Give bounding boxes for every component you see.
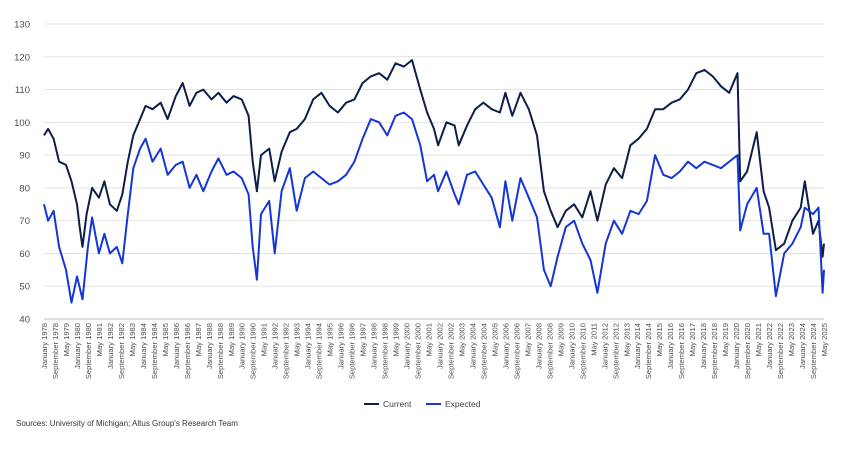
x-tick-label: September 1988 — [216, 323, 225, 379]
x-tick-label: September 1992 — [282, 323, 291, 379]
x-axis: January 1978 September 1978 May 1979 Januar… — [40, 323, 829, 379]
x-tick-label: January 2014 — [633, 323, 642, 369]
x-tick-label: January 1992 — [271, 323, 280, 369]
x-tick-label: September 2004 — [479, 323, 488, 379]
x-tick-label: May 1999 — [392, 323, 401, 356]
x-tick-label: September 1980 — [84, 323, 93, 379]
x-tick-label: May 2017 — [688, 323, 697, 356]
y-tick-label: 100 — [14, 118, 30, 129]
series-line-current — [43, 59, 825, 258]
x-tick-label: January 2008 — [534, 323, 543, 369]
x-tick-label: January 2022 — [765, 323, 774, 369]
x-tick-label: September 1996 — [348, 323, 357, 379]
x-tick-label: January 1998 — [370, 323, 379, 369]
x-tick-label: January 1982 — [106, 323, 115, 369]
x-tick-label: May 1983 — [128, 323, 137, 356]
x-tick-label: May 1987 — [194, 323, 203, 356]
legend: Current Expected — [364, 399, 481, 409]
legend-label-expected: Expected — [445, 399, 481, 409]
x-tick-label: January 1986 — [172, 323, 181, 369]
x-tick-label: September 2010 — [578, 323, 587, 379]
y-tick-label: 50 — [19, 282, 30, 293]
x-tick-label: May 1991 — [260, 323, 269, 356]
x-tick-label: January 2006 — [501, 323, 510, 369]
x-tick-label: September 1990 — [249, 323, 258, 379]
x-tick-label: September 1982 — [117, 323, 126, 379]
x-tick-label: May 2001 — [425, 323, 434, 356]
y-tick-label: 70 — [19, 216, 30, 227]
x-tick-label: May 1997 — [359, 323, 368, 356]
y-gridlines — [44, 23, 824, 287]
y-axis: 40 50 60 70 80 90 100 110 120 130 — [14, 20, 30, 326]
x-tick-label: January 1984 — [139, 323, 148, 369]
x-tick-label: January 2024 — [798, 323, 807, 369]
y-tick-label: 90 — [19, 151, 30, 162]
x-tick-label: May 2007 — [523, 323, 532, 356]
x-tick-label: September 2024 — [809, 323, 818, 379]
x-tick-label: May 1993 — [293, 323, 302, 356]
x-tick-label: January 1994 — [304, 323, 313, 369]
x-tick-label: January 1978 — [40, 323, 49, 369]
x-tick-label: January 2016 — [666, 323, 675, 369]
y-tick-label: 60 — [19, 249, 30, 260]
x-tick-label: January 2010 — [567, 323, 576, 369]
x-tick-label: January 2002 — [435, 323, 444, 369]
x-tick-label: May 1985 — [161, 323, 170, 356]
series-line-expected — [43, 111, 825, 304]
x-tick-label: May 2025 — [820, 323, 829, 356]
x-tick-label: September 1978 — [51, 323, 60, 379]
source-note: Sources: University of Michigan; Altus G… — [16, 419, 238, 428]
y-tick-label: 40 — [19, 315, 30, 326]
x-tick-label: May 2013 — [622, 323, 631, 356]
x-tick-label: September 1994 — [315, 323, 324, 379]
x-tick-label: September 2000 — [414, 323, 423, 379]
x-tick-label: September 1986 — [183, 323, 192, 379]
x-tick-label: May 1989 — [227, 323, 236, 356]
y-tick-label: 130 — [14, 20, 30, 31]
x-tick-label: May 2011 — [589, 323, 598, 356]
x-tick-label: September 2008 — [545, 323, 554, 379]
x-tick-label: May 2019 — [721, 323, 730, 356]
x-tick-label: September 2018 — [710, 323, 719, 379]
legend-label-current: Current — [383, 399, 412, 409]
x-tick-label: January 2012 — [600, 323, 609, 369]
x-tick-label: May 1981 — [95, 323, 104, 356]
x-tick-label: September 2012 — [611, 323, 620, 379]
x-tick-label: January 2018 — [699, 323, 708, 369]
x-tick-label: January 2004 — [468, 323, 477, 369]
x-tick-label: May 2005 — [490, 323, 499, 356]
x-tick-label: January 1996 — [337, 323, 346, 369]
x-tick-label: September 1984 — [150, 323, 159, 379]
x-tick-label: January 1988 — [205, 323, 214, 369]
x-tick-label: September 2020 — [743, 323, 752, 379]
series-layer — [43, 59, 825, 304]
y-tick-label: 80 — [19, 183, 30, 194]
x-tick-label: May 1979 — [62, 323, 71, 356]
x-tick-label: September 2014 — [644, 323, 653, 379]
x-tick-label: January 2020 — [732, 323, 741, 369]
x-tick-label: May 2003 — [457, 323, 466, 356]
x-tick-label: May 1995 — [326, 323, 335, 356]
x-tick-label: September 2022 — [776, 323, 785, 379]
x-tick-label: September 2016 — [677, 323, 686, 379]
y-tick-label: 120 — [14, 52, 30, 63]
x-tick-label: January 2000 — [403, 323, 412, 369]
x-tick-label: May 2009 — [556, 323, 565, 356]
x-tick-label: May 2015 — [655, 323, 664, 356]
x-tick-label: May 2021 — [754, 323, 763, 356]
x-tick-label: September 2006 — [512, 323, 521, 379]
x-tick-label: January 1990 — [238, 323, 247, 369]
x-tick-label: May 2023 — [787, 323, 796, 356]
y-tick-label: 110 — [15, 85, 30, 96]
x-tick-label: January 1980 — [73, 323, 82, 369]
x-tick-label: September 2002 — [446, 323, 455, 379]
x-tick-label: September 1998 — [381, 323, 390, 379]
